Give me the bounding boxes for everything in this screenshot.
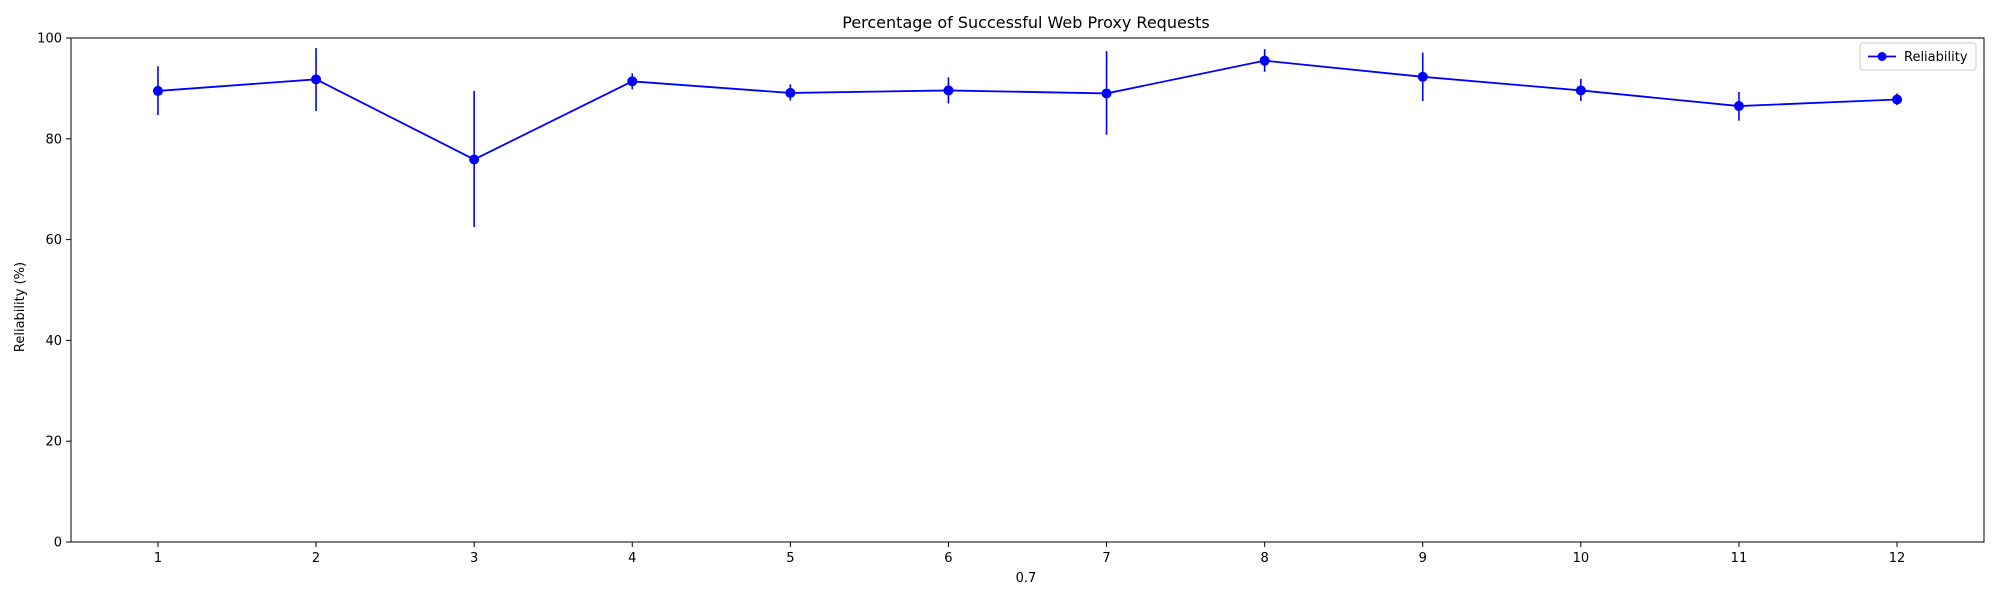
x-axis-label: 0.7 [1016,571,1037,586]
y-tick-label-40: 40 [45,334,62,349]
data-point-9 [1417,71,1428,82]
data-point-7 [1101,88,1112,99]
data-point-5 [785,87,796,98]
y-tick-label-20: 20 [45,435,62,450]
data-point-3 [469,154,480,165]
x-axis: 1 2 3 4 5 6 7 8 9 10 11 12 [154,542,1906,566]
x-tick-label-12: 12 [1889,551,1906,566]
data-point-12 [1892,94,1903,105]
x-tick-label-11: 11 [1731,551,1748,566]
data-point-4 [627,76,638,87]
legend-label-0: Reliability [1904,50,1968,65]
plot-area [70,37,1985,543]
x-tick-label-5: 5 [786,551,794,566]
data-point-8 [1259,55,1270,66]
data-point-10 [1575,85,1586,96]
x-tick-label-4: 4 [628,551,636,566]
x-tick-label-8: 8 [1261,551,1269,566]
y-axis: 0 20 40 60 80 100 [37,32,71,551]
x-tick-label-3: 3 [470,551,478,566]
x-tick-label-2: 2 [312,551,320,566]
legend-box [1859,42,1977,71]
chart-title: Percentage of Successful Web Proxy Reque… [842,13,1210,32]
y-tick-label-80: 80 [45,132,62,147]
series-line-0 [157,59,1898,161]
y-tick-label-60: 60 [45,233,62,248]
data-point-2 [311,74,322,85]
y-tick-label-0: 0 [54,536,62,551]
data-point-1 [152,85,163,96]
data-point-11 [1733,101,1744,112]
legend-marker-0 [1877,52,1887,61]
x-tick-label-6: 6 [944,551,952,566]
series-layer [152,48,1903,227]
x-tick-label-1: 1 [154,551,162,566]
x-tick-label-10: 10 [1573,551,1590,566]
y-tick-label-100: 100 [37,32,62,47]
legend: Reliability [1859,42,1977,71]
plot-frame [70,37,1985,543]
x-tick-label-9: 9 [1419,551,1427,566]
y-axis-label: Reliability (%) [13,262,28,352]
data-point-6 [943,85,954,96]
x-tick-label-7: 7 [1102,551,1110,566]
